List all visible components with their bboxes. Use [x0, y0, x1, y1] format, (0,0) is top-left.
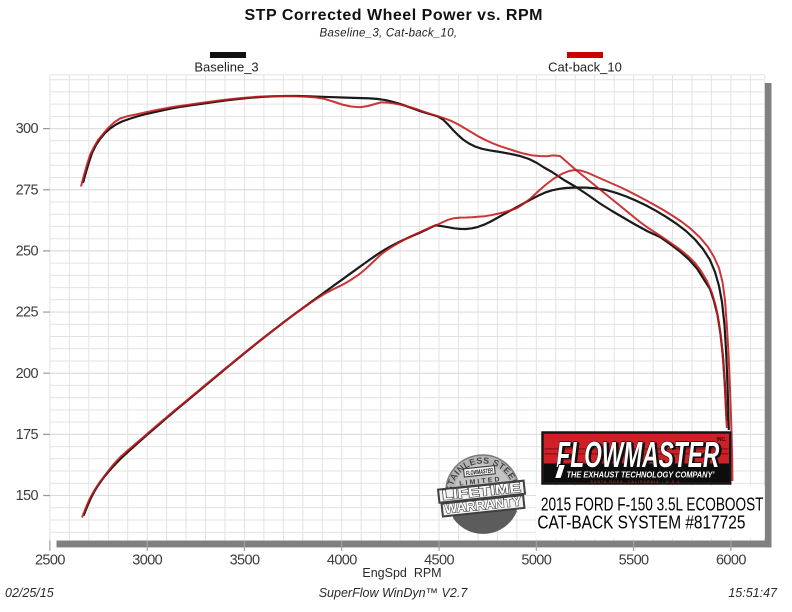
svg-text:FLOWMASTER: FLOWMASTER	[556, 434, 719, 475]
svg-text:300: 300	[16, 121, 39, 137]
svg-text:3500: 3500	[230, 553, 260, 569]
svg-text:4500: 4500	[424, 553, 454, 569]
svg-text:STP Corrected Wheel Power vs.: STP Corrected Wheel Power vs. RPM	[245, 7, 543, 24]
svg-text:2015 FORD F-150 3.5L ECOBOOST: 2015 FORD F-150 3.5L ECOBOOST	[541, 494, 764, 515]
svg-text:150: 150	[16, 488, 39, 504]
svg-text:INC.: INC.	[717, 437, 728, 443]
svg-text:EngSpd RPM: EngSpd RPM	[362, 566, 441, 580]
svg-text:275: 275	[16, 182, 39, 198]
svg-text:3000: 3000	[132, 553, 162, 569]
svg-text:250: 250	[16, 244, 39, 260]
svg-text:Baseline_3, Cat-back_10,: Baseline_3, Cat-back_10,	[320, 28, 458, 40]
svg-text:225: 225	[16, 305, 39, 321]
svg-text:SuperFlow WinDyn™ V2.7: SuperFlow WinDyn™ V2.7	[319, 586, 469, 600]
svg-text:Cat-back_10: Cat-back_10	[548, 60, 622, 75]
svg-text:02/25/15: 02/25/15	[5, 586, 54, 600]
svg-text:LIMITED: LIMITED	[459, 476, 502, 487]
svg-text:Baseline_3: Baseline_3	[194, 60, 258, 75]
svg-text:SANTA ROSA, CALIFORNIA • U.S.A: SANTA ROSA, CALIFORNIA • U.S.A.	[590, 480, 682, 484]
svg-text:2500: 2500	[35, 553, 65, 569]
svg-text:FLOWMASTER: FLOWMASTER	[466, 467, 494, 477]
svg-text:5500: 5500	[619, 553, 649, 569]
svg-text:FLOWMASTER: FLOWMASTER	[559, 435, 722, 476]
svg-text:CAT-BACK SYSTEM #817725: CAT-BACK SYSTEM #817725	[537, 512, 745, 533]
svg-text:4000: 4000	[327, 553, 357, 569]
svg-text:THE EXHAUST TECHNOLOGY COMPANY: THE EXHAUST TECHNOLOGY COMPANY’	[567, 471, 716, 480]
svg-text:5000: 5000	[521, 553, 551, 569]
svg-text:200: 200	[16, 366, 39, 382]
svg-text:6000: 6000	[716, 553, 746, 569]
svg-text:15:51:47: 15:51:47	[728, 586, 778, 600]
svg-text:175: 175	[16, 427, 39, 443]
